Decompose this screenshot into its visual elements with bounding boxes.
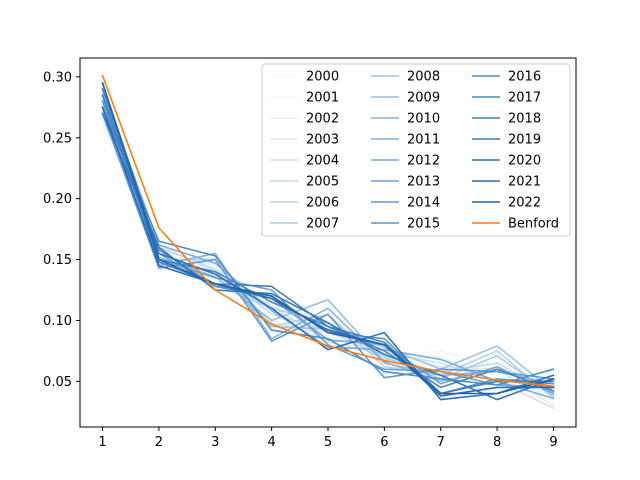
- series-line-2021: [101, 106, 555, 397]
- legend-label: 2000: [306, 70, 339, 85]
- series-line-2018: [101, 94, 555, 395]
- series-line-2016: [101, 106, 555, 386]
- legend-label: 2016: [508, 70, 541, 85]
- x-axis: 1 2 3 4 5 6 7 8 9: [98, 427, 558, 450]
- plot-lines: [101, 74, 555, 410]
- y-tick-label: 0.20: [43, 192, 72, 207]
- legend-label: 2009: [407, 91, 440, 106]
- legend-label: 2022: [508, 196, 541, 211]
- x-tick-label: 3: [211, 435, 219, 450]
- legend-label: 2017: [508, 91, 541, 106]
- legend-label: 2002: [306, 112, 339, 127]
- legend-label: 2019: [508, 133, 541, 148]
- x-tick-label: 6: [380, 435, 388, 450]
- legend-label: 2006: [306, 196, 339, 211]
- series-line-2020: [101, 81, 555, 401]
- legend-label: Benford: [508, 217, 559, 232]
- y-tick-label: 0.25: [43, 131, 72, 146]
- legend-label: 2018: [508, 112, 541, 127]
- x-tick-label: 7: [437, 435, 445, 450]
- y-axis: 0.05 0.10 0.15 0.20 0.25 0.30: [43, 70, 80, 390]
- legend-label: 2003: [306, 133, 339, 148]
- legend-label: 2007: [306, 217, 339, 232]
- x-tick-label: 4: [267, 435, 275, 450]
- series-line-2011: [101, 88, 555, 400]
- series-line-benford: [101, 74, 555, 388]
- x-tick-label: 2: [155, 435, 163, 450]
- x-tick-label: 9: [549, 435, 557, 450]
- y-tick-label: 0.05: [43, 375, 72, 390]
- legend-label: 2005: [306, 175, 339, 190]
- y-tick-label: 0.15: [43, 253, 72, 268]
- legend-box: [261, 63, 571, 237]
- y-tick-label: 0.10: [43, 314, 72, 329]
- legend-label: 2001: [306, 91, 339, 106]
- series-line-2022: [101, 81, 555, 395]
- legend-label: 2010: [407, 112, 440, 127]
- legend-label: 2012: [407, 154, 440, 169]
- legend-label: 2020: [508, 154, 541, 169]
- legend: 2000 2001 2002 2003 2004 2005 2006 2007 2008 2009…: [261, 63, 571, 237]
- legend-label: 2004: [306, 154, 339, 169]
- x-tick-label: 1: [98, 435, 106, 450]
- y-tick-label: 0.30: [43, 70, 72, 85]
- legend-label: 2021: [508, 175, 541, 190]
- legend-label: 2008: [407, 70, 440, 85]
- series-line-2019: [101, 112, 555, 401]
- legend-label: 2014: [407, 196, 440, 211]
- series-line-2014: [101, 112, 555, 380]
- x-tick-label: 5: [324, 435, 332, 450]
- legend-label: 2013: [407, 175, 440, 190]
- x-tick-label: 8: [493, 435, 501, 450]
- legend-label: 2011: [407, 133, 440, 148]
- legend-label: 2015: [407, 217, 440, 232]
